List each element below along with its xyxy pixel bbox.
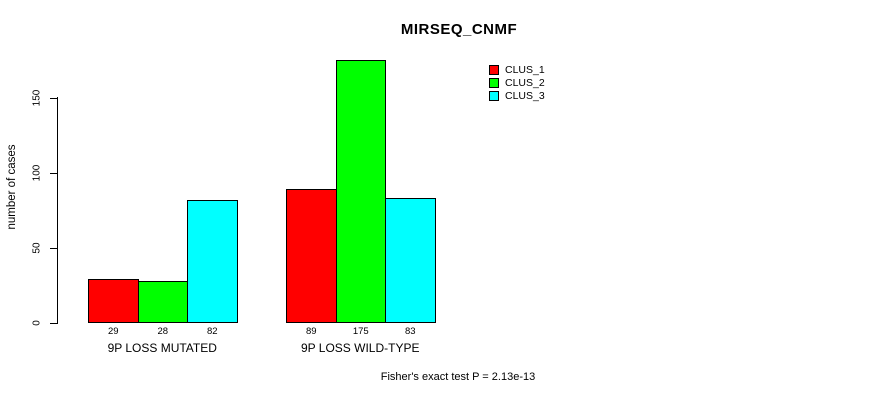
group-label-2: 9P LOSS WILD-TYPE [301, 341, 420, 355]
bar-count-label: 83 [404, 326, 416, 337]
bar-clus_1-1 [88, 279, 139, 323]
legend-label: CLUS_1 [505, 64, 545, 77]
bar-count-label: 29 [107, 326, 119, 337]
bar-clus_2-2 [335, 60, 386, 323]
legend-label: CLUS_2 [505, 77, 545, 90]
y-tick-mark [50, 97, 58, 99]
legend: CLUS_1 CLUS_2 CLUS_3 [489, 64, 545, 102]
y-tick-label: 150 [31, 89, 43, 107]
fisher-test-note: Fisher's exact test P = 2.13e-13 [380, 371, 536, 383]
legend-item-clus_3: CLUS_3 [489, 89, 545, 102]
group-label-1: 9P LOSS MUTATED [107, 341, 217, 355]
bar-clus_1-2 [286, 189, 337, 323]
y-tick-label: 100 [31, 164, 43, 182]
y-tick-mark [50, 172, 58, 174]
legend-swatch-icon [489, 65, 499, 76]
legend-item-clus_1: CLUS_1 [489, 64, 545, 77]
bar-count-label: 28 [157, 326, 169, 337]
bar-clus_2-1 [137, 281, 188, 323]
chart-title: MIRSEQ_CNMF [400, 21, 518, 38]
legend-swatch-icon [489, 78, 499, 89]
y-tick-mark [50, 247, 58, 249]
y-tick-label: 50 [31, 242, 43, 254]
legend-item-clus_2: CLUS_2 [489, 77, 545, 90]
y-tick-label: 0 [31, 320, 43, 326]
bar-clus_3-2 [385, 198, 436, 323]
bar-count-label: 89 [305, 326, 317, 337]
y-tick-mark [50, 322, 58, 324]
y-axis-line [57, 97, 58, 323]
bar-count-label: 175 [352, 326, 369, 337]
legend-swatch-icon [489, 90, 499, 101]
legend-label: CLUS_3 [505, 89, 545, 102]
bar-clus_3-1 [187, 200, 238, 323]
y-axis-label: number of cases [6, 144, 18, 230]
bar-count-label: 82 [206, 326, 218, 337]
